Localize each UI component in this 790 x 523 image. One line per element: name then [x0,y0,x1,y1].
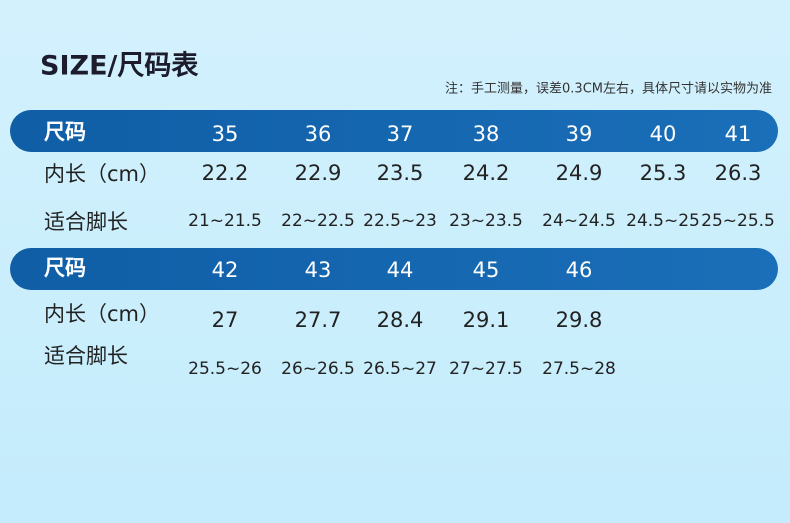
cell: 24.9 [555,161,603,185]
cell: 22.5~23 [363,211,437,231]
cell: 29.1 [462,308,510,332]
cell: 24.2 [462,161,510,185]
cell: 28.4 [376,308,424,332]
cell: 25.3 [639,161,687,185]
size: 44 [386,258,414,282]
cell: 23~23.5 [449,211,523,231]
row-label: 适合脚长 [44,344,128,368]
size: 46 [565,258,593,282]
row-label: 内长（cm） [44,302,161,326]
header-bar [10,110,778,152]
size: 42 [211,258,239,282]
size: 41 [724,122,752,146]
cell: 22.9 [294,161,342,185]
cell: 22~22.5 [281,211,355,231]
size: 35 [211,122,239,146]
cell: 24~24.5 [542,211,616,231]
row-label: 内长（cm） [44,162,161,186]
cell: 27.7 [294,308,342,332]
size: 37 [386,122,414,146]
cell: 24.5~25 [626,211,700,231]
cell: 27~27.5 [449,359,523,379]
title: SIZE/尺码表 [40,50,199,82]
header-label: 尺码 [44,120,86,144]
cell: 26.5~27 [363,359,437,379]
size: 45 [472,258,500,282]
size: 43 [304,258,332,282]
cell: 23.5 [376,161,424,185]
cell: 25~25.5 [701,211,775,231]
size: 36 [304,122,332,146]
cell: 26~26.5 [281,359,355,379]
cell: 25.5~26 [188,359,262,379]
size: 38 [472,122,500,146]
cell: 29.8 [555,308,603,332]
size: 39 [565,122,593,146]
header-label: 尺码 [44,256,86,280]
header-bar [10,248,778,290]
cell: 22.2 [201,161,249,185]
size: 40 [649,122,677,146]
cell: 27.5~28 [542,359,616,379]
cell: 27 [211,308,239,332]
cell: 21~21.5 [188,211,262,231]
cell: 26.3 [714,161,762,185]
note: 注：手工测量，误差0.3CM左右，具体尺寸请以实物为准 [445,81,772,97]
row-label: 适合脚长 [44,210,128,234]
